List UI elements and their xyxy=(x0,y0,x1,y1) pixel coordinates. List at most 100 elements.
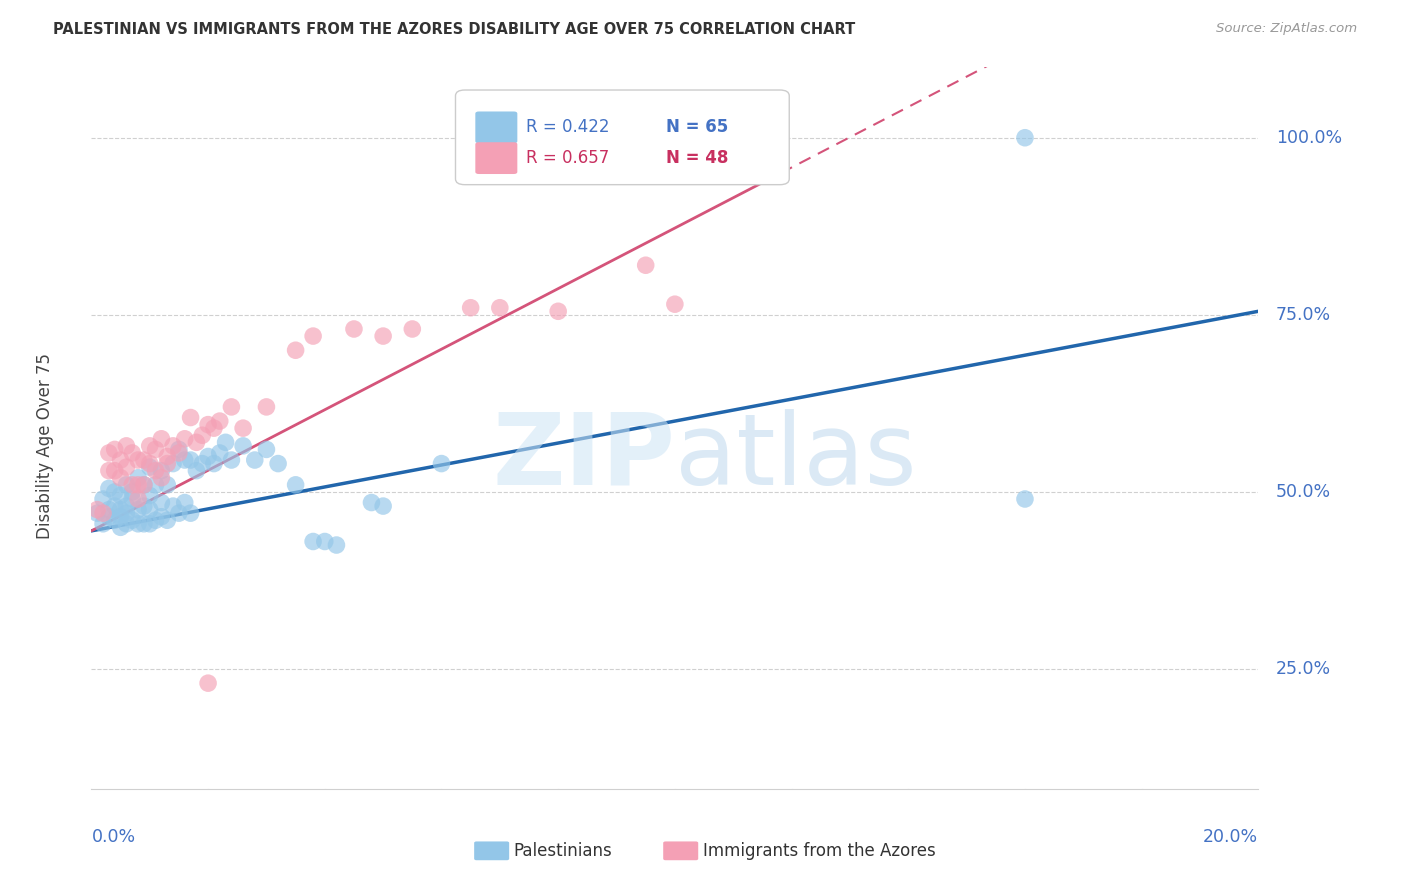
Point xyxy=(156,513,179,527)
Point xyxy=(97,509,120,524)
Point xyxy=(1014,130,1036,145)
Point xyxy=(167,442,190,457)
Point xyxy=(115,460,138,475)
Point xyxy=(167,506,190,520)
Point xyxy=(284,343,307,358)
Point xyxy=(634,258,657,272)
Text: 20.0%: 20.0% xyxy=(1204,829,1258,847)
Point xyxy=(132,516,155,531)
Point xyxy=(138,457,162,471)
FancyBboxPatch shape xyxy=(474,841,509,860)
Point xyxy=(132,499,155,513)
Point xyxy=(186,435,208,450)
Point xyxy=(162,439,184,453)
Point xyxy=(156,450,179,464)
Point xyxy=(267,457,290,471)
Text: R = 0.422: R = 0.422 xyxy=(526,119,609,136)
Point xyxy=(150,509,173,524)
Point xyxy=(138,516,162,531)
Text: 50.0%: 50.0% xyxy=(1275,483,1331,501)
Point xyxy=(138,439,162,453)
Point xyxy=(150,471,173,485)
Point xyxy=(173,495,195,509)
Point xyxy=(208,414,231,428)
Point xyxy=(202,421,225,435)
Point xyxy=(197,417,219,432)
Point xyxy=(180,410,202,425)
Text: PALESTINIAN VS IMMIGRANTS FROM THE AZORES DISABILITY AGE OVER 75 CORRELATION CHA: PALESTINIAN VS IMMIGRANTS FROM THE AZORE… xyxy=(53,22,856,37)
Point xyxy=(197,450,219,464)
Point xyxy=(180,506,202,520)
Point xyxy=(145,442,167,457)
Point xyxy=(132,478,155,492)
Point xyxy=(360,495,382,509)
Point xyxy=(1014,491,1036,506)
Point xyxy=(214,435,236,450)
Text: R = 0.657: R = 0.657 xyxy=(526,149,609,167)
Point xyxy=(430,457,453,471)
Point xyxy=(127,453,149,467)
Point xyxy=(110,488,132,502)
Point xyxy=(150,432,173,446)
Point xyxy=(91,491,114,506)
Point xyxy=(191,428,214,442)
Point xyxy=(173,432,195,446)
Text: Disability Age Over 75: Disability Age Over 75 xyxy=(37,353,53,539)
Point xyxy=(150,464,173,478)
Point xyxy=(104,442,127,457)
Point xyxy=(343,322,366,336)
Text: N = 65: N = 65 xyxy=(665,119,728,136)
Text: Source: ZipAtlas.com: Source: ZipAtlas.com xyxy=(1216,22,1357,36)
Point xyxy=(173,453,195,467)
Point xyxy=(110,502,132,516)
Point xyxy=(121,446,143,460)
Point xyxy=(110,520,132,534)
Point xyxy=(127,478,149,492)
Point xyxy=(121,491,143,506)
Point xyxy=(150,495,173,509)
FancyBboxPatch shape xyxy=(475,142,517,174)
Point xyxy=(91,506,114,520)
Point xyxy=(460,301,482,315)
Point xyxy=(221,453,243,467)
Point xyxy=(186,464,208,478)
Point xyxy=(97,502,120,516)
Point xyxy=(156,478,179,492)
Point xyxy=(145,478,167,492)
Point xyxy=(115,439,138,453)
Point xyxy=(127,471,149,485)
Point xyxy=(121,513,143,527)
Text: 0.0%: 0.0% xyxy=(91,829,135,847)
Point xyxy=(138,460,162,475)
Point xyxy=(110,471,132,485)
Point xyxy=(243,453,266,467)
Point xyxy=(202,457,225,471)
Point xyxy=(208,446,231,460)
Point xyxy=(110,453,132,467)
Point xyxy=(167,446,190,460)
Text: 25.0%: 25.0% xyxy=(1275,660,1331,678)
Point xyxy=(86,506,108,520)
Point xyxy=(254,442,277,457)
Text: atlas: atlas xyxy=(675,409,917,506)
Text: Immigrants from the Azores: Immigrants from the Azores xyxy=(703,842,935,860)
Point xyxy=(115,506,138,520)
Point xyxy=(127,516,149,531)
Point xyxy=(664,297,686,311)
Point xyxy=(180,453,202,467)
Point xyxy=(138,488,162,502)
Text: 75.0%: 75.0% xyxy=(1275,306,1331,324)
Point xyxy=(221,400,243,414)
Point xyxy=(121,478,143,492)
Point xyxy=(371,329,394,343)
Point xyxy=(254,400,277,414)
Point xyxy=(132,453,155,467)
Text: Palestinians: Palestinians xyxy=(513,842,613,860)
Point xyxy=(145,513,167,527)
Text: 100.0%: 100.0% xyxy=(1275,128,1341,147)
Point xyxy=(401,322,423,336)
Point xyxy=(97,446,120,460)
Point xyxy=(110,509,132,524)
Point xyxy=(232,421,254,435)
FancyBboxPatch shape xyxy=(475,112,517,144)
